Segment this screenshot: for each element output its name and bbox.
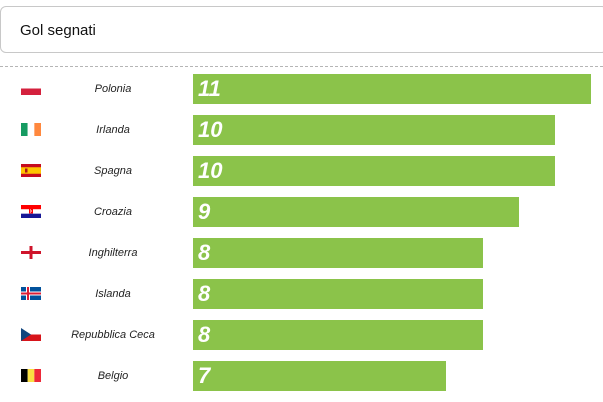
bar [193, 279, 483, 309]
bar [193, 238, 483, 268]
category-label: Croazia [94, 206, 132, 218]
england-flag-icon [21, 246, 41, 259]
bar [193, 115, 555, 145]
bar-value-label: 7 [198, 363, 211, 388]
header-divider [0, 66, 603, 67]
croatia-flag-icon [21, 205, 41, 218]
bar-value-label: 10 [198, 158, 223, 183]
bar-value-label: 8 [198, 322, 211, 347]
bar-row: Repubblica Ceca 8 [0, 320, 603, 350]
bar [193, 361, 446, 391]
bar [193, 320, 483, 350]
category-label: Spagna [94, 165, 132, 177]
iceland-flag-icon [21, 287, 41, 300]
category-label: Irlanda [96, 124, 130, 136]
bar-row: Irlanda 10 [0, 115, 603, 145]
bar-row: Islanda 8 [0, 279, 603, 309]
bar-row: Croazia 9 [0, 197, 603, 227]
bar [193, 197, 519, 227]
bar-value-label: 8 [198, 281, 211, 306]
category-label: Polonia [94, 83, 132, 95]
czech-republic-flag-icon [21, 328, 41, 341]
spain-flag-icon [21, 164, 41, 177]
category-label: Inghilterra [88, 247, 138, 259]
bar-value-label: 9 [198, 199, 211, 224]
chart-title: Gol segnati [20, 22, 96, 39]
bar-row: Spagna 10 [0, 156, 603, 186]
bar-row: Polonia 11 [0, 74, 603, 104]
ireland-flag-icon [21, 123, 41, 136]
chart-header: Gol segnati [0, 6, 603, 53]
belgium-flag-icon [21, 369, 41, 382]
bar [193, 156, 555, 186]
category-label: Repubblica Ceca [71, 329, 155, 341]
poland-flag-icon [21, 82, 41, 95]
bar-value-label: 10 [198, 117, 223, 142]
bar [193, 74, 591, 104]
bar-value-label: 11 [198, 76, 221, 101]
bar-value-label: 8 [198, 240, 211, 265]
bar-row: Belgio 7 [0, 361, 603, 391]
bar-row: Inghilterra 8 [0, 238, 603, 268]
category-label: Islanda [95, 288, 131, 300]
category-label: Belgio [97, 370, 129, 382]
